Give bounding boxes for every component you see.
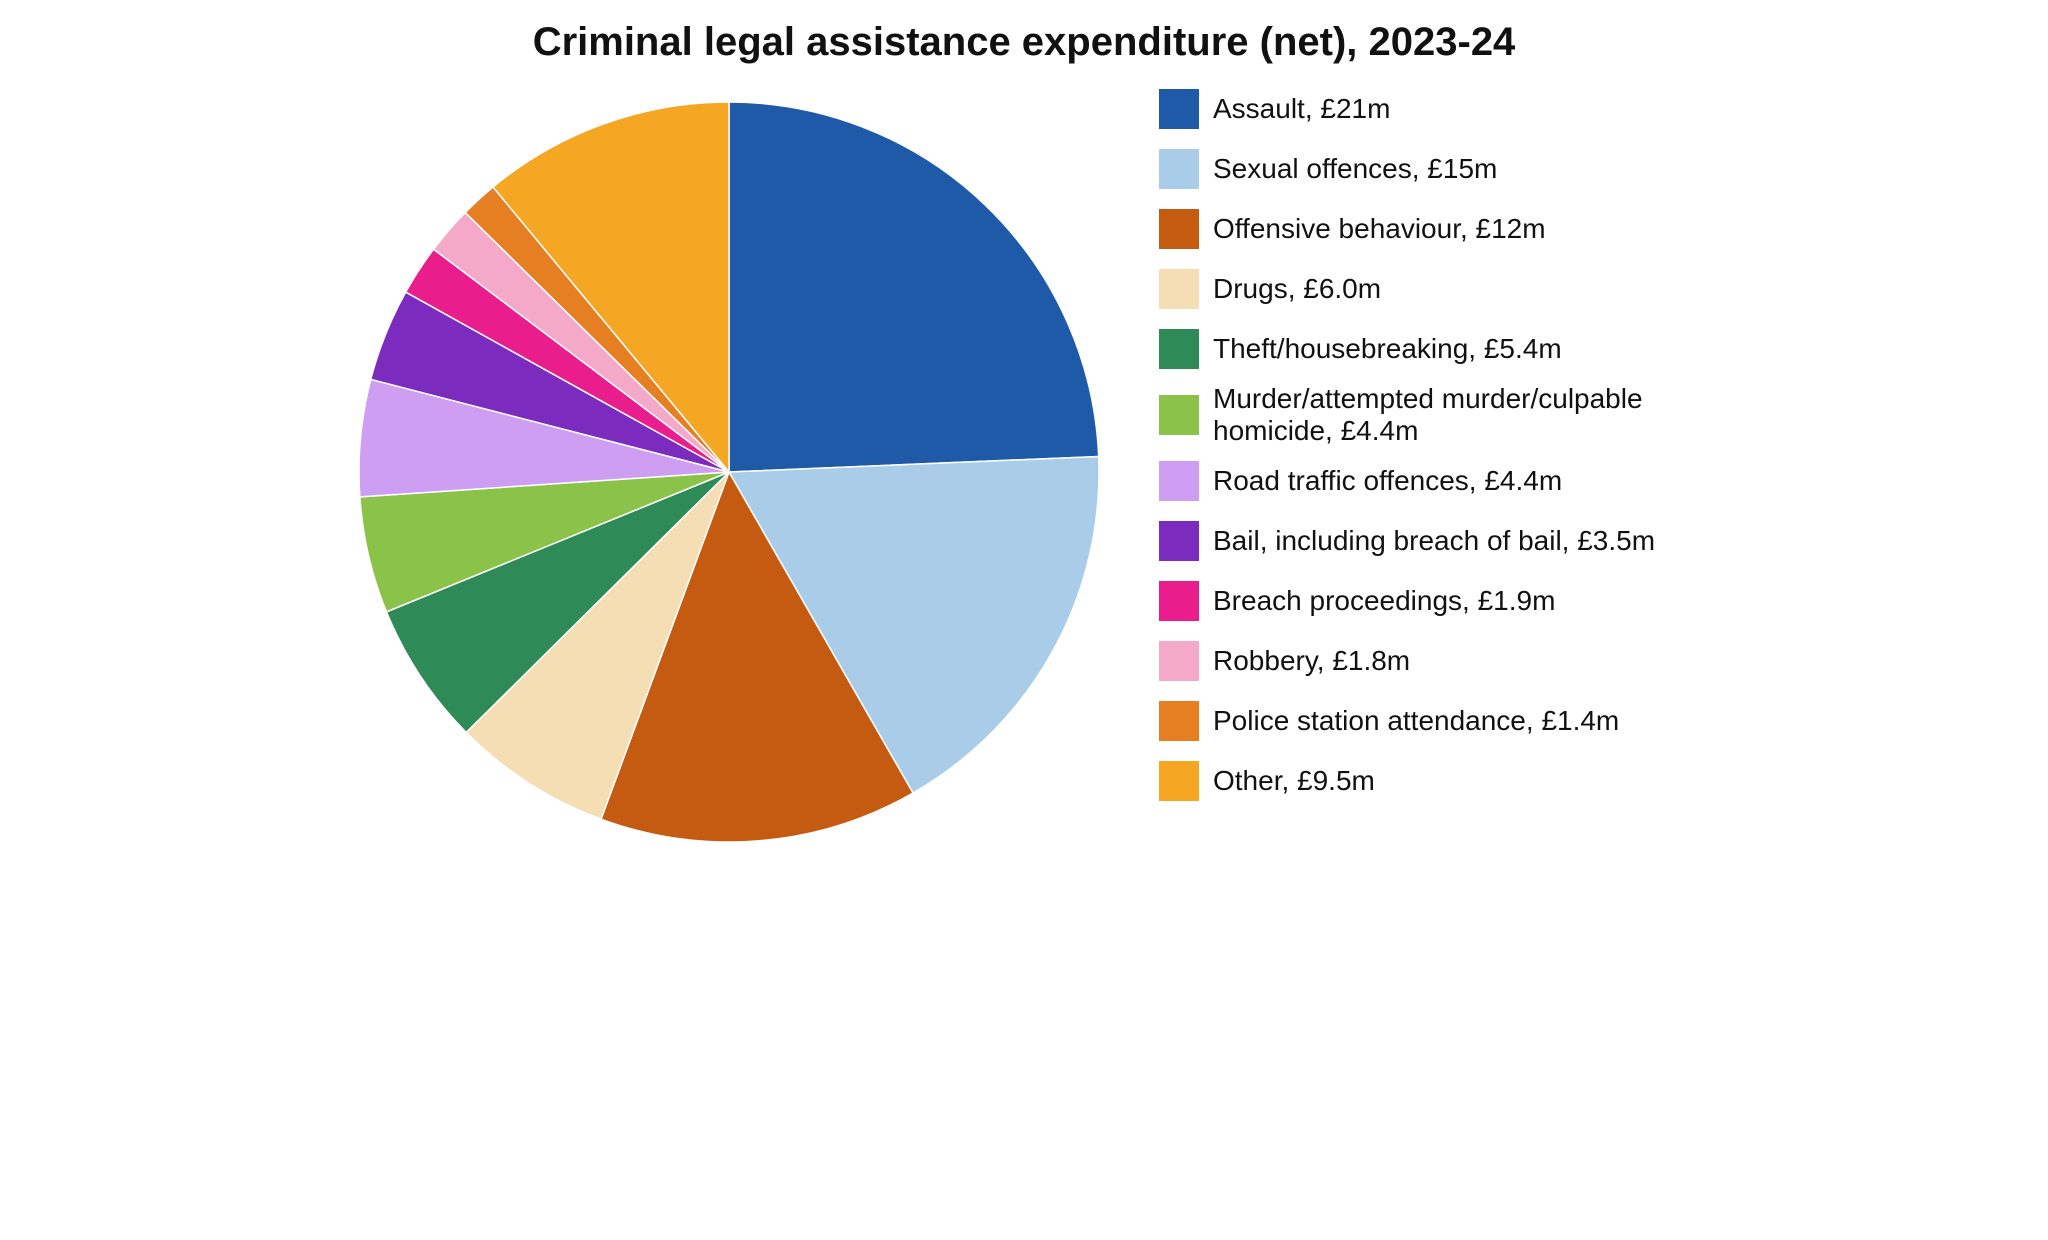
legend-swatch — [1159, 461, 1199, 501]
legend-item: Bail, including breach of bail, £3.5m — [1159, 515, 1729, 567]
legend-label: Road traffic offences, £4.4m — [1213, 465, 1562, 497]
chart-body: Assault, £21m Sexual offences, £15m Offens… — [319, 77, 1729, 872]
legend-label: Theft/housebreaking, £5.4m — [1213, 333, 1562, 365]
pie-chart-svg — [319, 77, 1139, 867]
legend-label: Sexual offences, £15m — [1213, 153, 1497, 185]
legend-swatch — [1159, 701, 1199, 741]
legend-item: Theft/housebreaking, £5.4m — [1159, 323, 1729, 375]
pie-slice — [729, 102, 1099, 472]
legend-item: Murder/attempted murder/culpable homicid… — [1159, 383, 1729, 447]
legend-swatch — [1159, 149, 1199, 189]
legend-swatch — [1159, 269, 1199, 309]
legend-label: Assault, £21m — [1213, 93, 1390, 125]
legend-swatch — [1159, 761, 1199, 801]
legend-item: Police station attendance, £1.4m — [1159, 695, 1729, 747]
legend-item: Drugs, £6.0m — [1159, 263, 1729, 315]
legend-item: Robbery, £1.8m — [1159, 635, 1729, 687]
pie-area — [319, 77, 1139, 872]
legend-label: Drugs, £6.0m — [1213, 273, 1381, 305]
chart-title: Criminal legal assistance expenditure (n… — [319, 20, 1729, 65]
legend-swatch — [1159, 329, 1199, 369]
legend-item: Breach proceedings, £1.9m — [1159, 575, 1729, 627]
legend-label: Breach proceedings, £1.9m — [1213, 585, 1555, 617]
legend-item: Other, £9.5m — [1159, 755, 1729, 807]
legend-swatch — [1159, 581, 1199, 621]
legend-swatch — [1159, 521, 1199, 561]
legend-swatch — [1159, 395, 1199, 435]
legend-swatch — [1159, 209, 1199, 249]
legend-swatch — [1159, 641, 1199, 681]
legend-item: Offensive behaviour, £12m — [1159, 203, 1729, 255]
legend-swatch — [1159, 89, 1199, 129]
legend-item: Road traffic offences, £4.4m — [1159, 455, 1729, 507]
legend-label: Robbery, £1.8m — [1213, 645, 1410, 677]
legend-item: Sexual offences, £15m — [1159, 143, 1729, 195]
chart-container: Criminal legal assistance expenditure (n… — [319, 20, 1729, 872]
legend-item: Assault, £21m — [1159, 83, 1729, 135]
legend-label: Murder/attempted murder/culpable homicid… — [1213, 383, 1729, 447]
legend: Assault, £21m Sexual offences, £15m Offens… — [1139, 77, 1729, 815]
legend-label: Offensive behaviour, £12m — [1213, 213, 1546, 245]
legend-label: Police station attendance, £1.4m — [1213, 705, 1619, 737]
legend-label: Other, £9.5m — [1213, 765, 1375, 797]
legend-label: Bail, including breach of bail, £3.5m — [1213, 525, 1655, 557]
